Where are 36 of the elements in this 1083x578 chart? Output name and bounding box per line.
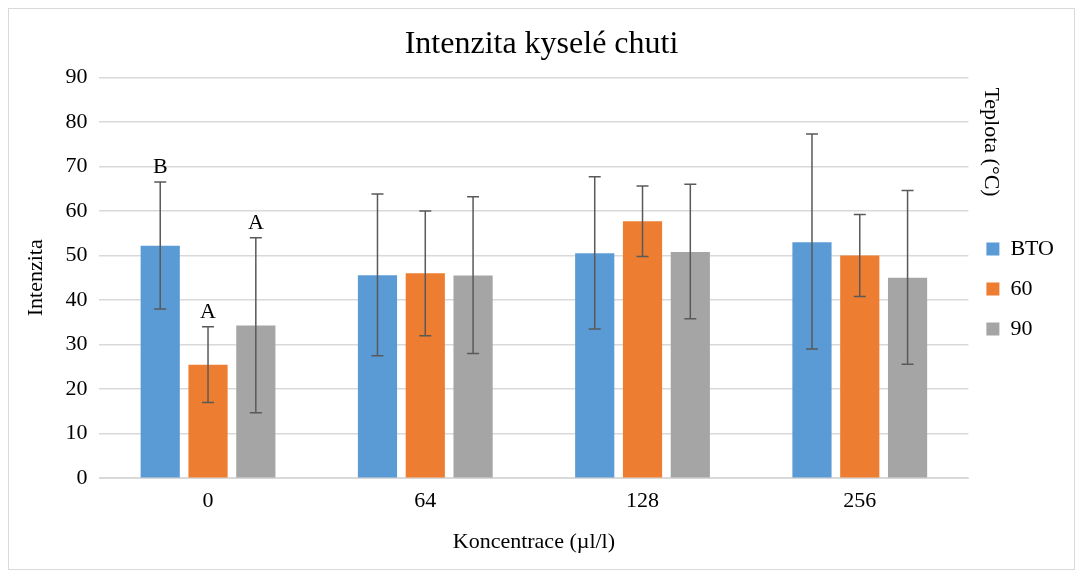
bar — [887, 277, 928, 478]
y-tick-label: 30 — [65, 330, 88, 356]
y-tick-label: 90 — [65, 63, 88, 89]
bar — [140, 245, 180, 478]
bar — [188, 364, 228, 478]
x-tick-label: 128 — [626, 487, 660, 513]
x-tick-label: 0 — [202, 487, 214, 513]
legend-label: BTO — [1010, 234, 1055, 260]
y-tick-label: 50 — [65, 241, 88, 267]
y-tick-label: 10 — [65, 419, 88, 445]
annotation: B — [152, 152, 168, 178]
x-tick-label: 256 — [843, 487, 877, 513]
chart-title: Intenzita kyselé chuti — [404, 23, 679, 60]
bar — [840, 255, 880, 478]
bar — [357, 275, 398, 478]
y-tick-label: 40 — [65, 285, 88, 311]
y-tick-label: 0 — [76, 463, 88, 489]
x-tick-label: 64 — [414, 487, 437, 513]
annotation: A — [247, 208, 264, 234]
bar — [792, 242, 832, 478]
bar — [405, 273, 445, 478]
y-tick-label: 60 — [65, 196, 88, 222]
bar — [670, 251, 710, 478]
legend-label: 60 — [1010, 274, 1033, 300]
bar — [575, 253, 615, 478]
bar — [622, 221, 663, 478]
legend-title: Teplota (°C) — [979, 87, 1005, 197]
annotation: A — [200, 297, 217, 323]
x-axis-title: Koncentrace (µl/l) — [452, 527, 616, 553]
bar — [236, 325, 276, 478]
y-tick-label: 20 — [65, 374, 88, 400]
bar — [453, 275, 493, 478]
y-tick-label: 70 — [65, 152, 88, 178]
y-axis-title: Intenzita — [21, 239, 47, 317]
y-tick-label: 80 — [65, 107, 88, 133]
legend-label: 90 — [1010, 314, 1033, 340]
